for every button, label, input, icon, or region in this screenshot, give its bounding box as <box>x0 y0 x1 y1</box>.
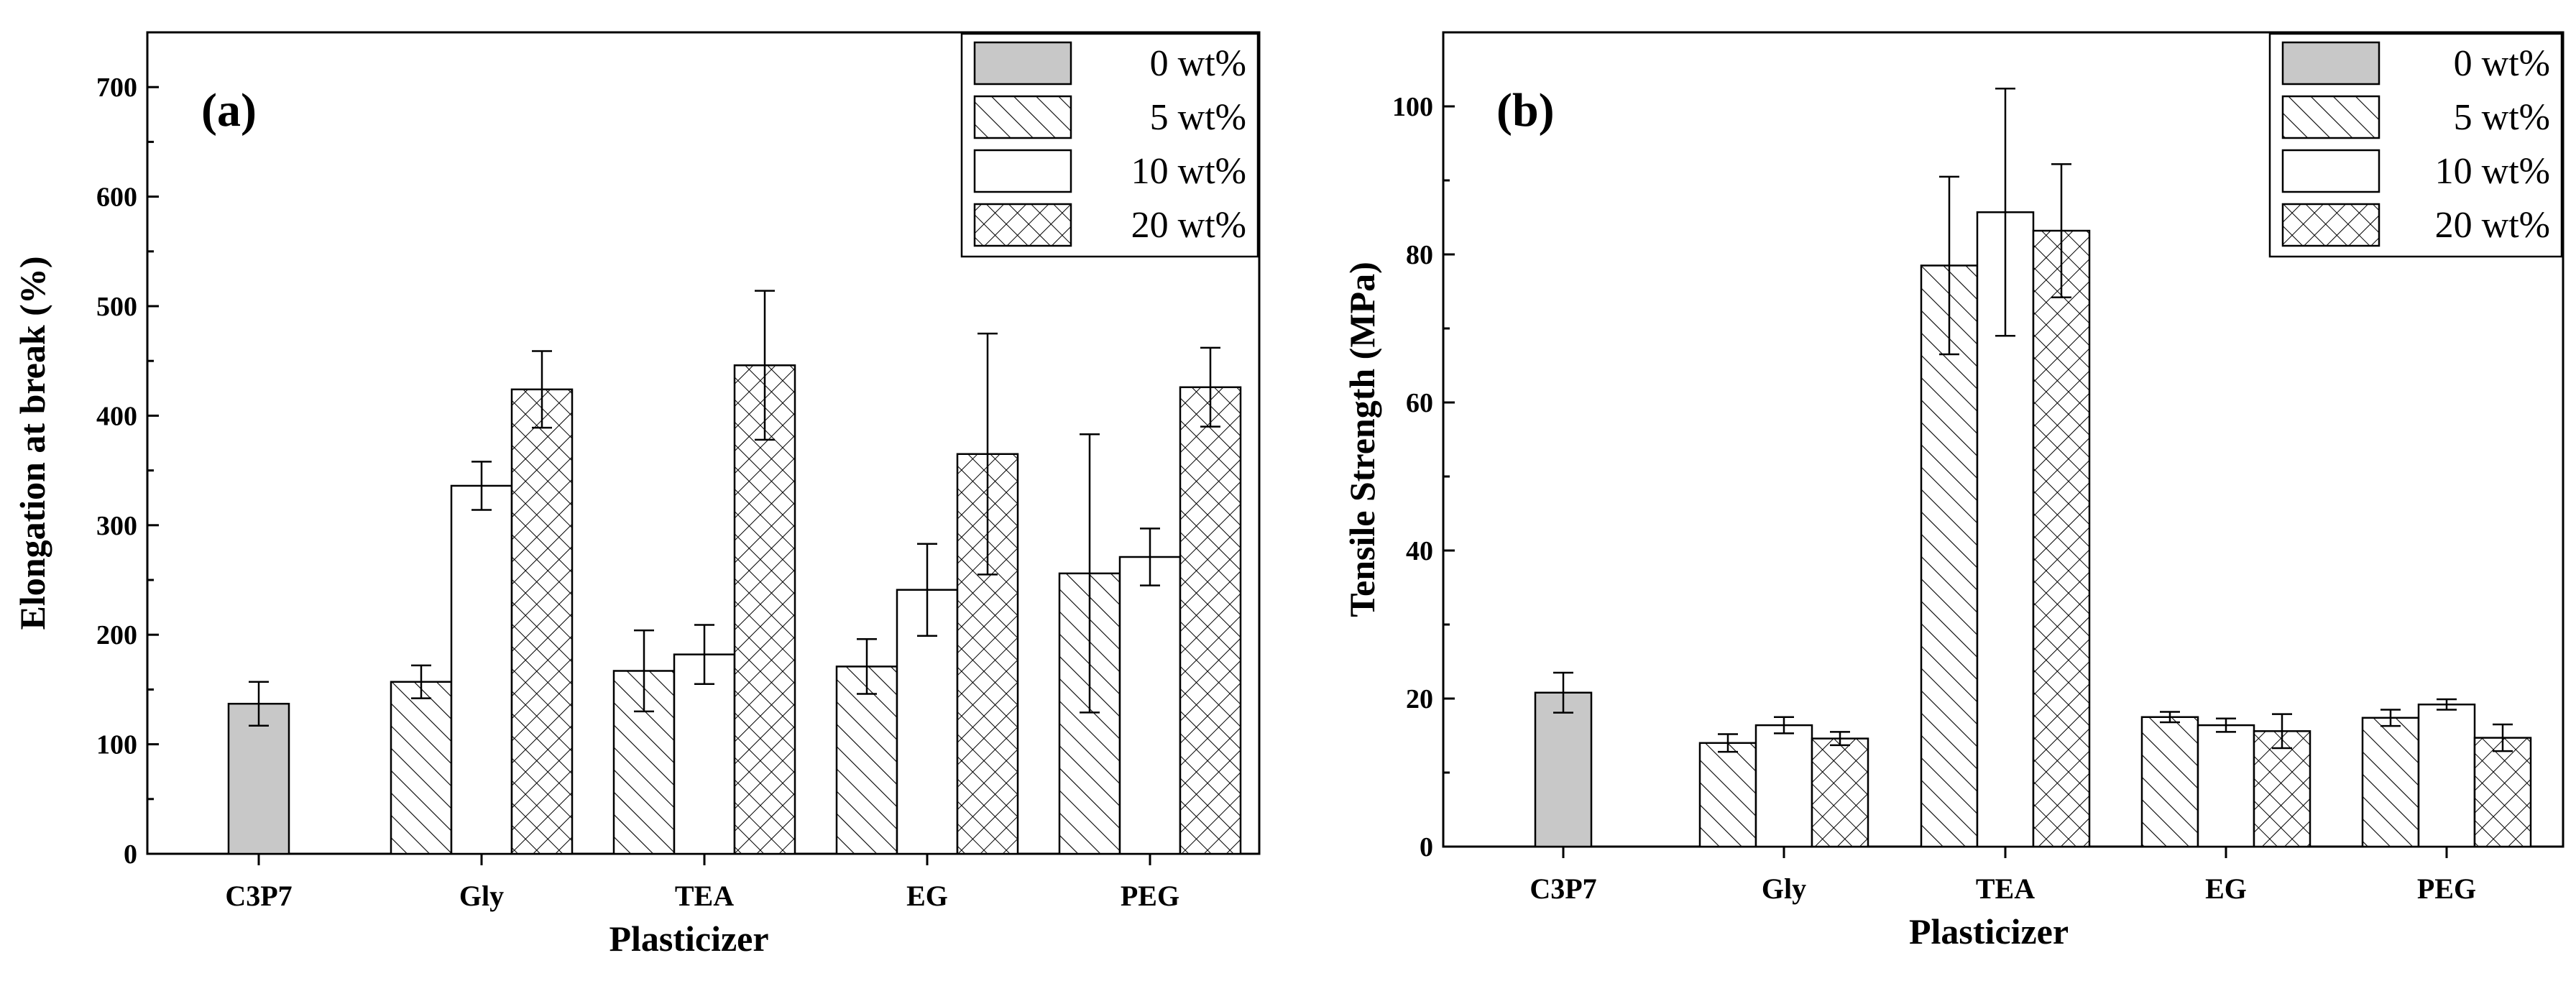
legend-swatch <box>973 149 1072 193</box>
x-axis-title: Plasticizer <box>609 918 768 959</box>
y-tick-label: 0 <box>1420 832 1433 862</box>
error-bar <box>532 350 552 429</box>
y-tick-label: 80 <box>1406 240 1433 270</box>
legend-swatch <box>2281 149 2380 193</box>
error-bar <box>2160 711 2180 724</box>
legend-label: 20 wt% <box>1131 205 1246 246</box>
legend-swatch <box>2281 95 2380 139</box>
x-axis-title: Plasticizer <box>1909 911 2069 952</box>
bar-c3p7-0wt <box>1534 691 1593 848</box>
bar-tea-20wt <box>2032 229 2091 848</box>
panel-label: (b) <box>1496 84 1555 137</box>
error-bar <box>1200 346 1220 428</box>
error-bar <box>411 664 431 699</box>
chart-panel-b: 0 20 40 60 80 100 C3P7 Gly TEA EG PEG Plasticizer Te… <box>1342 31 2564 952</box>
error-bar <box>1553 671 1573 714</box>
y-tick-label: 300 <box>96 511 137 541</box>
x-category-label: Gly <box>1762 872 1806 905</box>
legend-label: 20 wt% <box>2435 205 2550 246</box>
x-category-label: TEA <box>675 880 734 912</box>
bar-eg-20wt <box>2253 730 2312 848</box>
y-tick-label: 400 <box>96 401 137 431</box>
bar-peg-20wt <box>2473 737 2532 848</box>
panel-label: (a) <box>201 84 257 137</box>
y-tick-label: 200 <box>96 620 137 650</box>
y-tick-label: 0 <box>124 839 137 870</box>
bar-eg-5wt <box>2140 716 2199 848</box>
error-bar <box>2216 717 2236 733</box>
legend-label: 5 wt% <box>2454 97 2550 138</box>
legend-swatch <box>973 203 1072 247</box>
x-category-label: PEG <box>2417 872 2476 905</box>
error-bar <box>2272 713 2292 750</box>
error-bar <box>472 461 492 511</box>
bar-peg-5wt <box>2361 717 2420 848</box>
legend-label: 10 wt% <box>2435 151 2550 192</box>
x-category-label: EG <box>906 880 948 912</box>
error-bar <box>1718 733 1738 753</box>
y-tick-label: 100 <box>96 730 137 760</box>
y-tick-label: 100 <box>1392 92 1433 122</box>
x-category-label: PEG <box>1121 880 1179 912</box>
error-bar <box>2493 723 2513 752</box>
legend-label: 10 wt% <box>1131 151 1246 192</box>
y-tick-label: 600 <box>96 183 137 213</box>
y-tick-label: 20 <box>1406 684 1433 714</box>
x-category-label: C3P7 <box>225 880 292 912</box>
error-bar <box>857 638 877 695</box>
bar-gly-20wt <box>1811 737 1869 848</box>
error-bar <box>1830 731 1850 747</box>
y-tick-label: 500 <box>96 292 137 322</box>
y-axis-title: Elongation at break (%) <box>12 257 52 630</box>
bar-eg-5wt <box>835 665 898 855</box>
bar-gly-10wt <box>1754 724 1813 848</box>
y-tick-label: 40 <box>1406 536 1433 566</box>
bar-tea-10wt <box>673 653 736 855</box>
bar-peg-20wt <box>1179 386 1242 855</box>
error-bar <box>1995 88 2015 337</box>
x-category-label: C3P7 <box>1530 872 1596 905</box>
legend-swatch <box>2281 203 2380 247</box>
x-category-label: Gly <box>459 880 504 912</box>
legend-swatch <box>973 95 1072 139</box>
y-axis-title: Tensile Strength (MPa) <box>1342 262 1382 617</box>
legend-swatch <box>2281 41 2380 86</box>
legend: 0 wt% 5 wt% 10 wt% 20 wt% <box>2268 32 2563 258</box>
bar-gly-10wt <box>450 484 513 855</box>
legend-label: 5 wt% <box>1150 97 1246 138</box>
error-bar <box>694 624 714 686</box>
y-tick-label: 700 <box>96 73 137 103</box>
error-bar <box>1140 528 1160 586</box>
bar-c3p7-0wt <box>227 702 290 855</box>
error-bar <box>1774 716 1794 734</box>
error-bar <box>978 332 998 576</box>
error-bar <box>755 290 775 441</box>
x-category-label: TEA <box>1976 872 2035 905</box>
bar-peg-10wt <box>2417 703 2476 848</box>
error-bar <box>2051 163 2071 298</box>
error-bar <box>1080 433 1100 714</box>
bar-gly-5wt <box>390 681 453 855</box>
legend-label: 0 wt% <box>2454 43 2550 84</box>
legend-swatch <box>973 41 1072 86</box>
legend-label: 0 wt% <box>1150 43 1246 84</box>
x-category-label: EG <box>2205 872 2247 905</box>
chart-panel-a: 0 100 200 300 400 500 600 700 C3P7 Gly TEA EG PEG Pla… <box>12 31 1261 959</box>
error-bar <box>634 629 654 713</box>
error-bar <box>2437 698 2457 711</box>
bar-gly-5wt <box>1698 742 1757 848</box>
bar-gly-20wt <box>510 388 574 855</box>
error-bar <box>1939 175 1959 356</box>
bar-peg-10wt <box>1118 556 1182 855</box>
legend: 0 wt% 5 wt% 10 wt% 20 wt% <box>960 32 1259 258</box>
bar-eg-10wt <box>2196 724 2255 848</box>
error-bar <box>249 681 269 727</box>
y-tick-label: 60 <box>1406 388 1433 418</box>
error-bar <box>917 543 937 637</box>
error-bar <box>2380 709 2401 727</box>
